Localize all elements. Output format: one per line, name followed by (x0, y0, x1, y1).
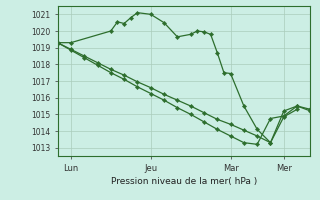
X-axis label: Pression niveau de la mer( hPa ): Pression niveau de la mer( hPa ) (111, 177, 257, 186)
